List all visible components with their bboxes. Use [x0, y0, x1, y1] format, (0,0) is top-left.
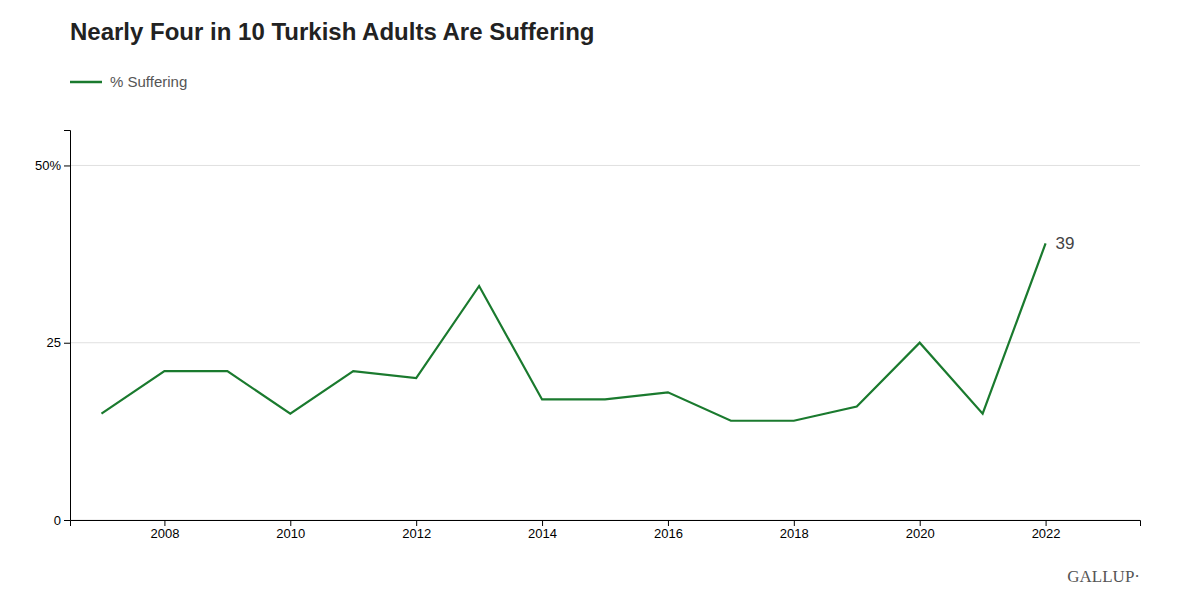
line	[101, 243, 1045, 420]
x-tick: 2018	[780, 520, 809, 541]
series-group	[101, 243, 1045, 420]
x-tick-label: 2012	[402, 526, 431, 541]
x-tick-mark	[668, 520, 669, 526]
x-tick-label: 2014	[528, 526, 557, 541]
y-tick: 25	[47, 335, 70, 350]
x-axis-line	[71, 521, 1141, 527]
x-tick-mark	[1046, 520, 1047, 526]
y-tick: 50%	[35, 158, 70, 173]
grid	[70, 165, 1140, 520]
plot: 2008 2010 2012 2014 2016 2018 2020 2022 0 25 50% 39	[35, 131, 1141, 542]
x-tick: 2012	[402, 520, 431, 541]
y-tick-mark	[64, 343, 70, 344]
x-tick: 2014	[528, 520, 557, 541]
x-tick-label: 2022	[1032, 526, 1061, 541]
x-tick: 2020	[906, 520, 935, 541]
legend-item: % Suffering	[70, 73, 187, 90]
legend-label: % Suffering	[110, 73, 187, 90]
x-tick-label: 2008	[150, 526, 179, 541]
annotation: 39	[1056, 234, 1075, 253]
x-tick-mark	[416, 520, 417, 526]
title: Nearly Four in 10 Turkish Adults Are Suf…	[70, 18, 595, 45]
x-tick: 2016	[654, 520, 683, 541]
x-tick-mark	[542, 520, 543, 526]
x-tick-label: 2018	[780, 526, 809, 541]
x-tick-mark	[164, 520, 165, 526]
chart: Nearly Four in 10 Turkish Adults Are Suf…	[0, 0, 1200, 600]
x-tick-mark	[920, 520, 921, 526]
y-tick-mark	[64, 165, 70, 166]
x-tick-label: 2010	[276, 526, 305, 541]
grid-line	[70, 342, 1140, 343]
y-tick-mark	[64, 520, 70, 521]
x-tick-label: 2020	[906, 526, 935, 541]
y-axis-line	[64, 131, 71, 521]
x-tick-mark	[794, 520, 795, 526]
x-tick: 2010	[276, 520, 305, 541]
x-tick-label: 2016	[654, 526, 683, 541]
source-note: GALLUP·	[1067, 567, 1140, 586]
x-tick-mark	[290, 520, 291, 526]
y-axis: 0 25 50%	[35, 131, 71, 528]
x-tick: 2008	[150, 520, 179, 541]
y-tick-label: 25	[47, 335, 61, 350]
legend: % Suffering	[70, 73, 187, 90]
x-axis: 2008 2010 2012 2014 2016 2018 2020 2022	[71, 520, 1141, 541]
y-tick-label: 0	[54, 513, 61, 528]
grid-line	[70, 165, 1140, 166]
x-tick: 2022	[1032, 520, 1061, 541]
y-tick-label: 50%	[35, 158, 61, 173]
y-tick: 0	[54, 513, 70, 528]
legend-swatch	[70, 81, 102, 84]
